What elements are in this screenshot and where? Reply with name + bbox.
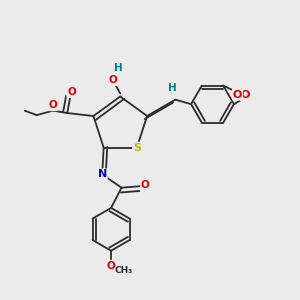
Text: N: N — [98, 169, 107, 179]
Text: O: O — [241, 90, 250, 100]
Text: O: O — [107, 261, 116, 271]
Text: S: S — [133, 142, 141, 153]
Text: O: O — [141, 180, 150, 190]
Text: H: H — [114, 63, 123, 73]
Text: CH₃: CH₃ — [114, 266, 132, 274]
Text: H: H — [168, 83, 177, 93]
Text: O: O — [109, 75, 117, 85]
Text: O: O — [233, 89, 242, 100]
Text: O: O — [68, 87, 76, 97]
Text: O: O — [48, 100, 57, 110]
